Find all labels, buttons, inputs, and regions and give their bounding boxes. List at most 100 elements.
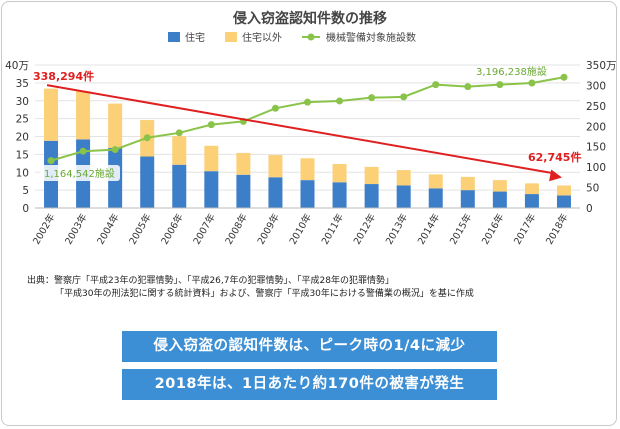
y-right-tick-label: 50	[586, 183, 599, 195]
legend-label: 住宅	[185, 31, 205, 44]
y-right-tick-label: 200	[586, 121, 606, 133]
x-tick-label: 2005年	[127, 211, 154, 247]
bar-housing	[492, 191, 507, 208]
facilities-point	[528, 79, 536, 87]
y-left-tick-label: 20	[16, 132, 29, 144]
bar-non-housing	[332, 164, 347, 183]
bar-non-housing	[460, 176, 475, 191]
bar-non-housing	[396, 170, 411, 186]
legend-swatch	[225, 32, 237, 42]
end-label: 62,745件	[528, 150, 581, 164]
bar-non-housing	[524, 183, 539, 195]
y-left-tick-label: 5	[22, 185, 29, 197]
bar-non-housing	[492, 180, 507, 192]
x-tick-label: 2018年	[543, 211, 570, 247]
bar-housing	[268, 177, 283, 208]
x-tick-label: 2006年	[159, 211, 186, 247]
start-facilities-label-bg	[40, 165, 120, 181]
bar-non-housing	[428, 174, 443, 189]
y-left-tick-label: 10	[16, 167, 29, 179]
bar-non-housing	[300, 158, 315, 181]
bar-housing	[204, 171, 219, 208]
x-tick-label: 2002年	[30, 211, 57, 247]
summary-banner-2: 2018年は、1日あたり約170件の被害が発生	[122, 369, 497, 400]
legend: 住宅 住宅以外 機械警備対象施設数	[168, 31, 416, 44]
axes: 0 5 10 15 20 25 30 35 40万 0 50 100 150 200 250 300 350万 2…	[5, 60, 616, 247]
peak-label: 338,294件	[33, 69, 94, 83]
end-facilities-label: 3,196,238施設	[476, 65, 547, 78]
facilities-point	[432, 81, 440, 89]
x-tick-label: 2004年	[95, 211, 122, 247]
y-left-tick-label: 35	[16, 78, 29, 90]
x-tick-label: 2011年	[319, 211, 346, 247]
x-tick-label: 2015年	[447, 211, 474, 247]
legend-label: 住宅以外	[242, 31, 282, 44]
trend-arrow	[46, 84, 562, 182]
bar-non-housing	[268, 155, 283, 178]
bar-non-housing	[44, 88, 59, 141]
facilities-point	[143, 134, 151, 142]
x-tick-label: 2017年	[511, 211, 538, 247]
facilities-point	[336, 97, 344, 105]
x-tick-label: 2014年	[415, 211, 442, 247]
facilities-point	[560, 73, 568, 81]
y-right-tick-label: 250	[586, 101, 606, 113]
y-right-tick-label: 0	[586, 203, 593, 215]
bar-non-housing	[556, 185, 571, 196]
bar-non-housing	[76, 91, 91, 140]
facilities-point	[400, 93, 408, 101]
bar-housing	[460, 190, 475, 208]
x-tick-label: 2012年	[351, 211, 378, 247]
legend-label: 機械警備対象施設数	[326, 31, 416, 44]
facilities-point	[175, 129, 183, 137]
x-tick-label: 2013年	[383, 211, 410, 247]
y-left-tick-label: 15	[16, 149, 29, 161]
x-tick-label: 2007年	[191, 211, 218, 247]
chart-title: 侵入窃盗認知件数の推移	[232, 10, 387, 27]
bar-housing	[396, 185, 411, 208]
bar-housing	[524, 194, 539, 208]
y-left-tick-label: 30	[16, 96, 29, 108]
facilities-point	[111, 146, 119, 154]
x-tick-label: 2003年	[62, 211, 89, 247]
bar-housing	[556, 195, 571, 208]
y-right-tick-label: 150	[586, 142, 606, 154]
facilities-point	[368, 94, 376, 102]
summary-banner-1: 侵入窃盗の認知件数は、ピーク時の1/4に減少	[122, 331, 497, 362]
facilities-point	[207, 121, 215, 129]
bar-non-housing	[236, 152, 251, 175]
bar-non-housing	[108, 103, 123, 148]
facilities-point	[464, 83, 472, 91]
annotations: 338,294件 62,745件 1,164,542施設 3,196,238施設	[33, 65, 581, 181]
source-line-1: 出典：警察庁「平成23年の犯罪情勢」、「平成26,7年の犯罪情勢」、「平成28年…	[27, 276, 394, 286]
x-tick-label: 2010年	[287, 211, 314, 247]
legend-swatch	[168, 32, 180, 42]
bar-housing	[236, 174, 251, 208]
y-left-tick-label: 25	[16, 114, 29, 126]
bar-housing	[300, 180, 315, 208]
bar-non-housing	[204, 145, 219, 172]
y-right-tick-label: 350万	[586, 60, 617, 72]
y-left-tick-label: 0	[22, 203, 29, 215]
source-line-2: 「平成30年の刑法犯に関する統計資料」および、警察庁「平成30年における警備業の…	[55, 289, 474, 299]
x-tick-label: 2009年	[255, 211, 282, 247]
facilities-line	[47, 73, 568, 165]
bar-non-housing	[364, 166, 379, 185]
trend-arrow-shaft	[46, 84, 553, 174]
trend-arrow-head	[549, 169, 562, 182]
facilities-point	[79, 147, 87, 155]
facilities-point	[304, 98, 311, 106]
facilities-point	[271, 104, 279, 112]
bar-housing	[140, 156, 155, 208]
bar-housing	[364, 184, 379, 208]
legend-line-marker	[307, 33, 315, 41]
facilities-point	[496, 81, 504, 89]
y-left-tick-label: 40万	[5, 60, 29, 72]
facilities-point	[47, 157, 55, 165]
chart: 侵入窃盗認知件数の推移 住宅 住宅以外 機械警備対象施設数 0 5 10 15 20 25 30…	[5, 10, 616, 247]
x-tick-label: 2008年	[223, 211, 250, 247]
bar-non-housing	[172, 136, 187, 165]
bar-housing	[172, 164, 187, 208]
source-note: 出典：警察庁「平成23年の犯罪情勢」、「平成26,7年の犯罪情勢」、「平成28年…	[27, 275, 474, 301]
y-right-tick-label: 300	[586, 80, 606, 92]
